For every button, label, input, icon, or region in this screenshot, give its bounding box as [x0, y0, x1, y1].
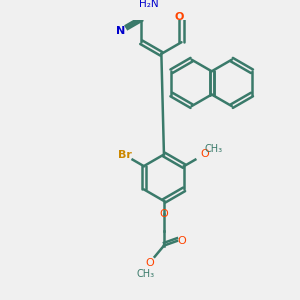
- Text: O: O: [146, 258, 154, 268]
- Text: O: O: [174, 12, 183, 22]
- Text: O: O: [160, 209, 168, 219]
- Text: CH₃: CH₃: [136, 268, 155, 278]
- Text: Br: Br: [118, 150, 132, 161]
- Text: N: N: [116, 26, 126, 36]
- Text: CH₃: CH₃: [204, 144, 222, 154]
- Text: O: O: [177, 236, 186, 246]
- Text: H₂N: H₂N: [139, 0, 158, 9]
- Text: O: O: [201, 149, 209, 159]
